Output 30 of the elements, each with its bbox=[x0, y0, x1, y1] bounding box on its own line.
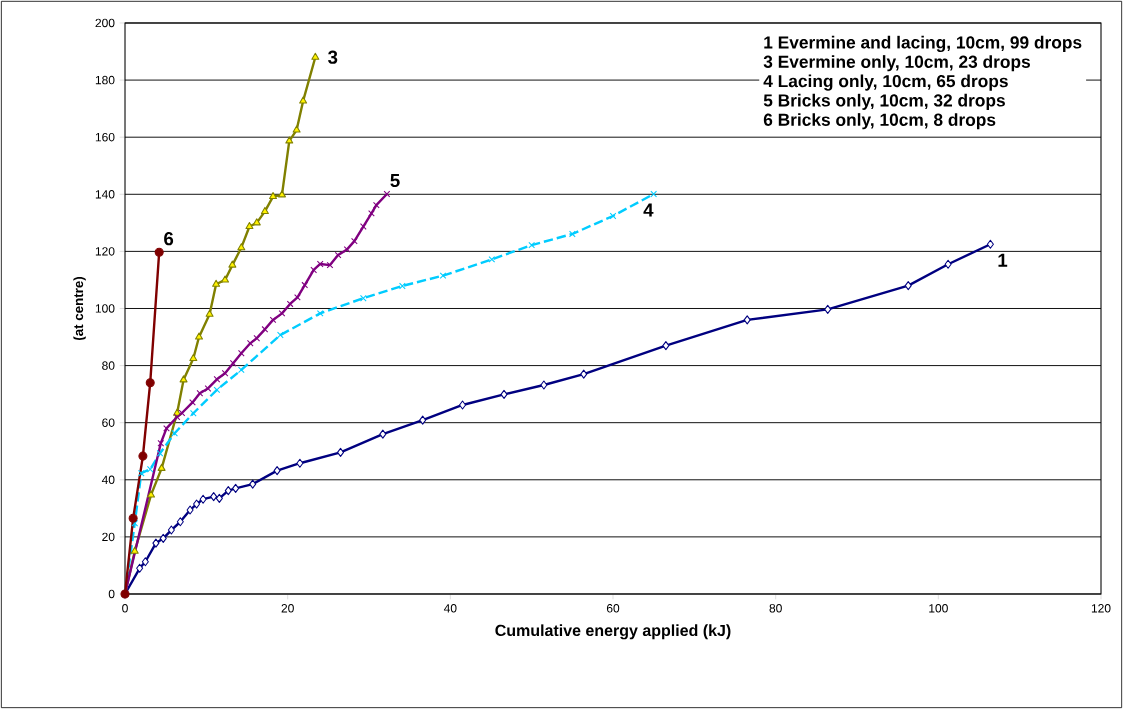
x-tick-label: 40 bbox=[443, 604, 457, 613]
annotation: 1 Evermine and lacing, 10cm, 99 drops bbox=[764, 35, 1082, 53]
series-label: 6 bbox=[164, 232, 174, 246]
annotation: 5 Bricks only, 10cm, 32 drops bbox=[763, 93, 1005, 110]
y-tick-label: 160 bbox=[95, 132, 115, 142]
series-label: 4 bbox=[643, 203, 654, 217]
y-tick-label: 40 bbox=[101, 475, 115, 485]
x-axis-title: Cumulative energy applied (kJ) bbox=[495, 624, 731, 640]
y-tick-label: 140 bbox=[95, 190, 115, 199]
x-tick-label: 60 bbox=[606, 604, 620, 613]
y-axis-title: (at centre) bbox=[73, 276, 86, 341]
y-tick-label: 60 bbox=[102, 418, 115, 427]
y-tick-label: 180 bbox=[95, 75, 115, 85]
y-tick-label: 80 bbox=[102, 361, 115, 370]
annotation: 6 Bricks only, 10cm, 8 drops bbox=[763, 113, 996, 130]
y-tick-label: 120 bbox=[95, 247, 115, 256]
annotation: 3 Evermine only, 10cm, 23 drops bbox=[763, 55, 1030, 72]
series-label: 1 bbox=[998, 253, 1008, 267]
y-tick-label: 20 bbox=[102, 532, 115, 542]
y-tick-label: 200 bbox=[95, 18, 115, 28]
y-tick-label: 0 bbox=[108, 589, 115, 599]
x-tick-label: 120 bbox=[1091, 604, 1111, 613]
series-label: 3 bbox=[328, 50, 338, 64]
annotation: 4 Lacing only, 10cm, 65 drops bbox=[763, 74, 1008, 91]
x-tick-label: 80 bbox=[769, 604, 782, 613]
series-label: 5 bbox=[390, 174, 400, 188]
x-tick-label: 100 bbox=[929, 604, 948, 613]
x-tick-label: 0 bbox=[122, 604, 128, 613]
y-tick-label: 100 bbox=[95, 304, 115, 313]
x-tick-label: 20 bbox=[281, 604, 294, 613]
